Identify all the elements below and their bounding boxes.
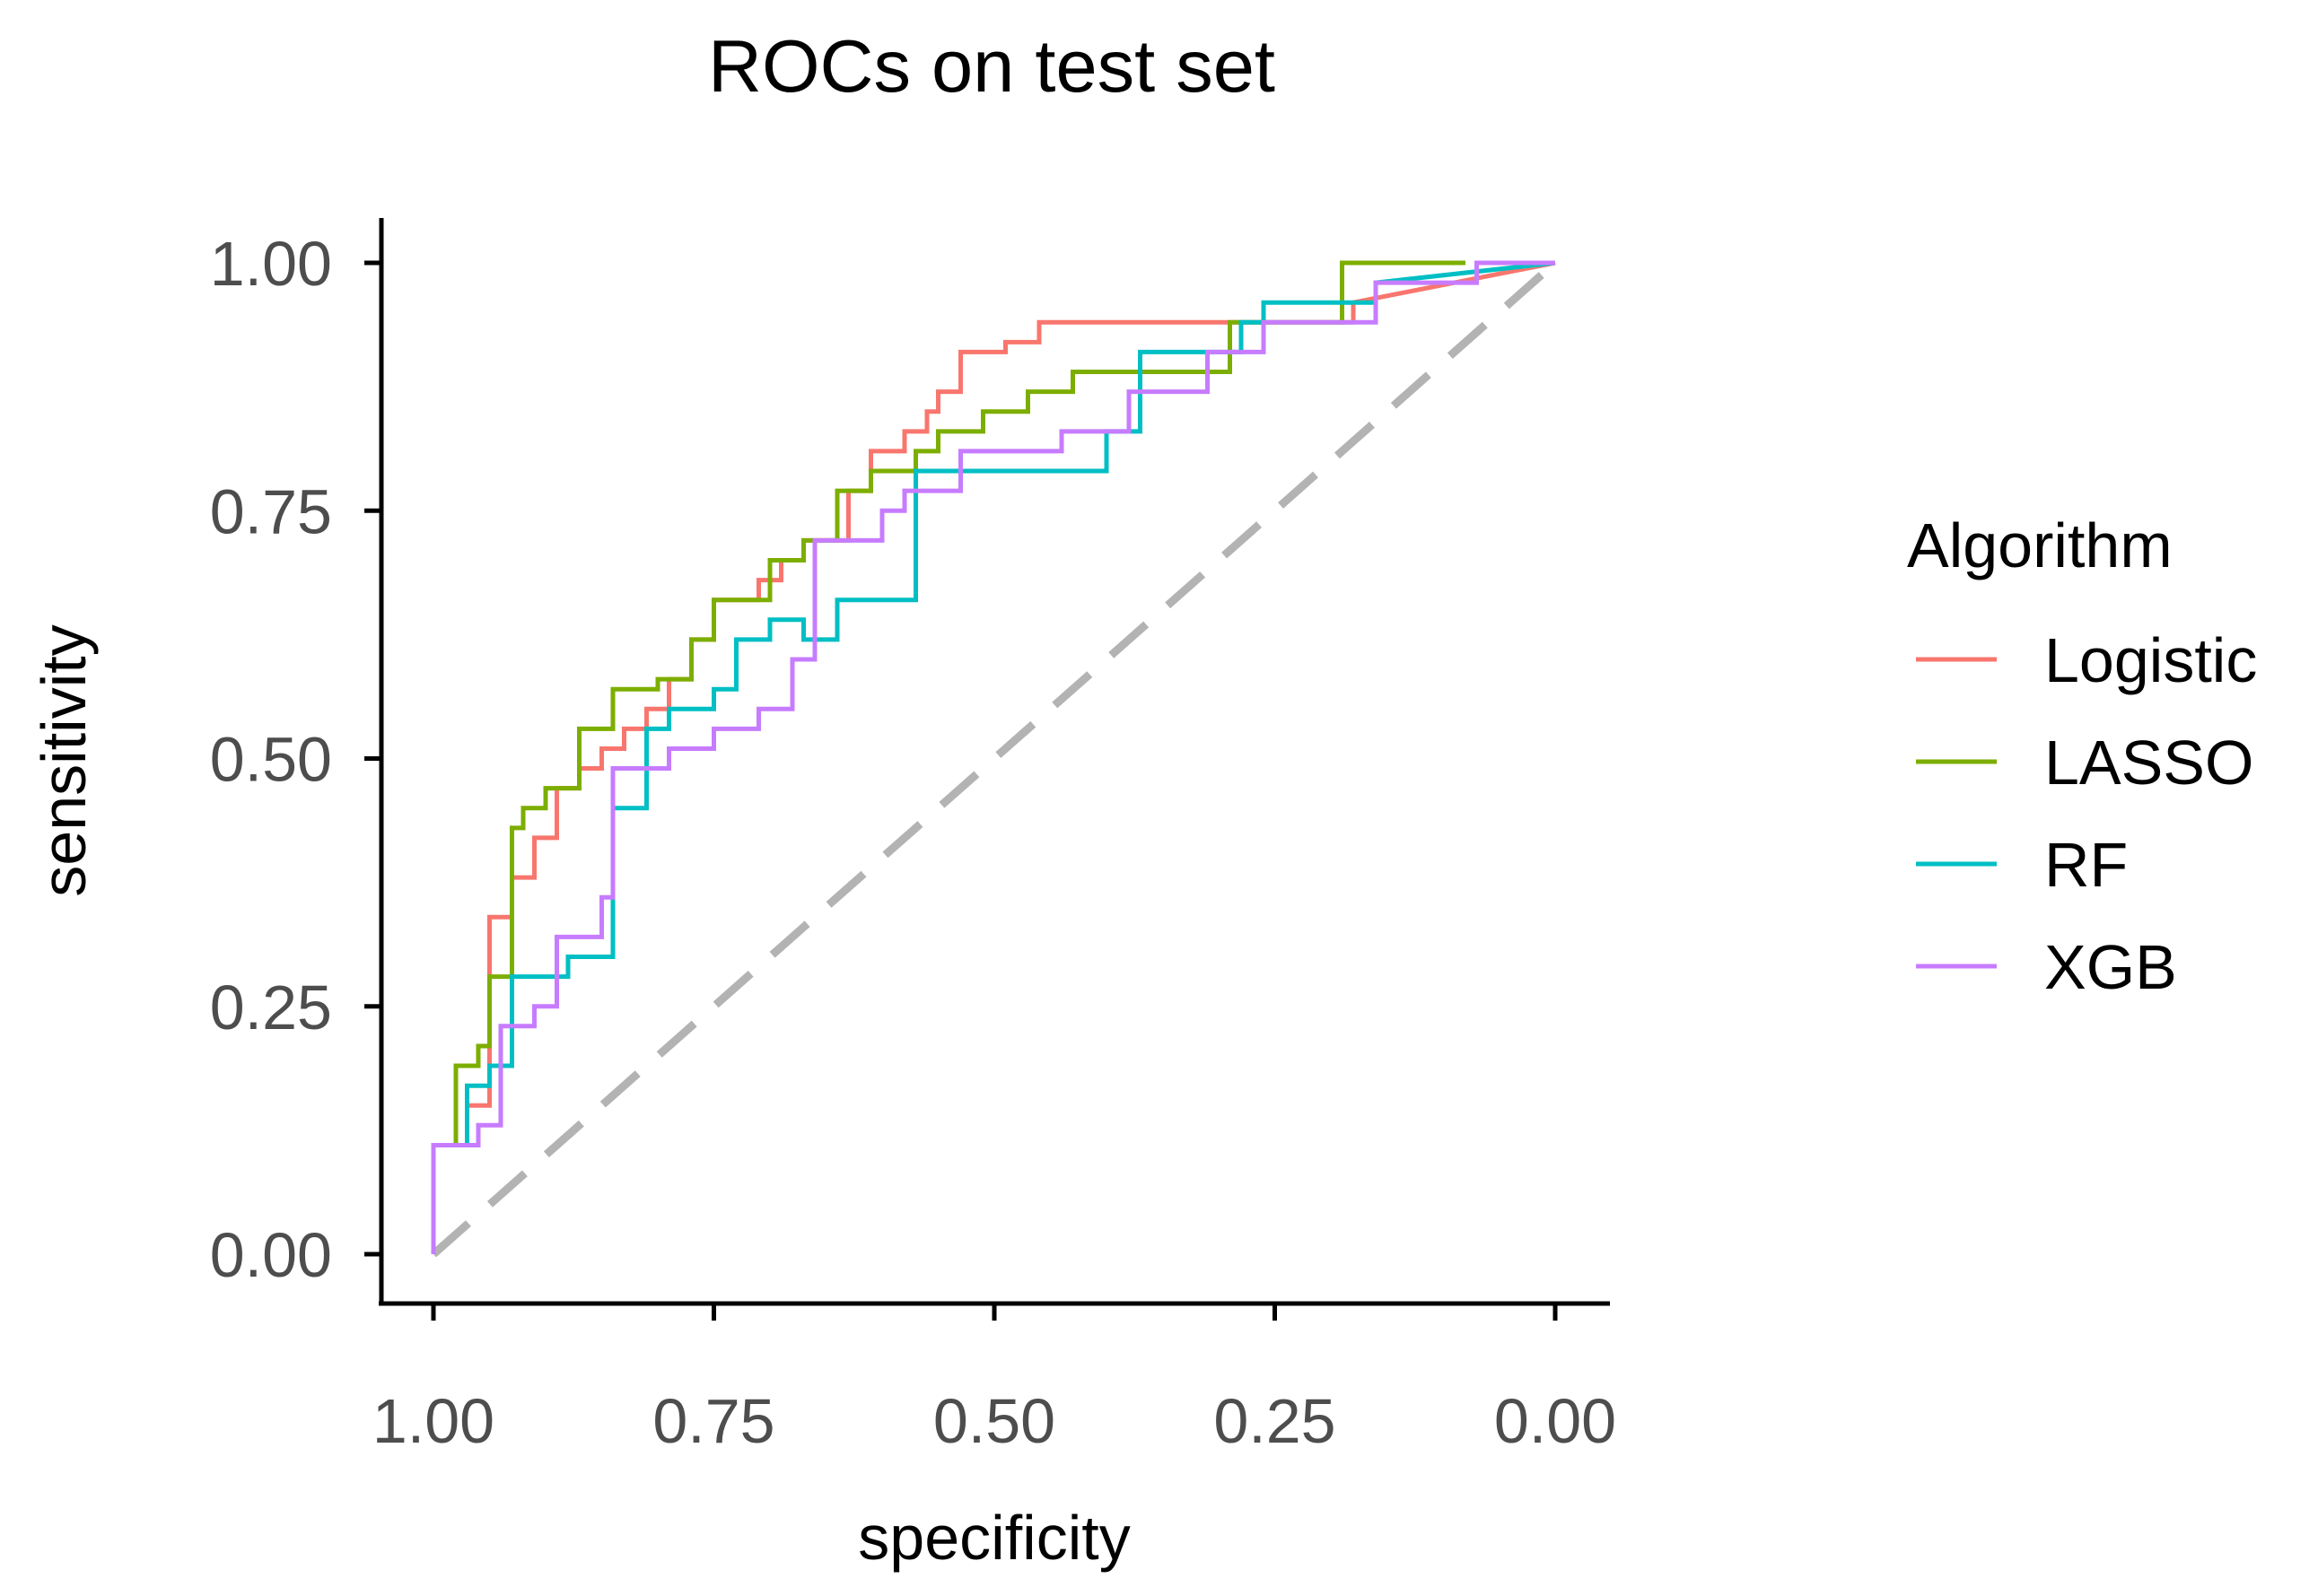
x-axis-title: specificity [858, 1503, 1130, 1573]
x-tick-label: 0.75 [652, 1386, 774, 1456]
legend-label-xgb: XGB [2044, 932, 2177, 1002]
chart-title: ROCs on test set [708, 24, 1275, 108]
legend-label-rf: RF [2044, 830, 2128, 900]
legend-label-lasso: LASSO [2044, 728, 2253, 798]
y-tick-label: 0.25 [210, 972, 332, 1042]
y-tick-label: 0.50 [210, 725, 332, 795]
y-axis-ticks: 0.00 0.25 0.50 0.75 1.00 [210, 229, 381, 1290]
legend: Algorithm Logistic LASSO RF XGB [1907, 510, 2257, 1002]
roc-line-rf [431, 260, 1556, 1254]
x-tick-label: 0.25 [1213, 1386, 1335, 1456]
y-tick-label: 1.00 [210, 229, 332, 299]
plot-area [431, 259, 1558, 1258]
x-tick-label: 0.50 [933, 1386, 1055, 1456]
x-tick-label: 0.00 [1494, 1386, 1616, 1456]
roc-line-lasso [431, 260, 1465, 1254]
y-axis-title: sensitivity [29, 624, 99, 896]
y-tick-label: 0.00 [210, 1220, 332, 1290]
legend-label-logistic: Logistic [2044, 625, 2257, 695]
legend-items: Logistic LASSO RF XGB [1916, 625, 2257, 1002]
legend-title: Algorithm [1907, 510, 2173, 580]
x-tick-label: 1.00 [372, 1386, 494, 1456]
roc-line-xgb [431, 260, 1555, 1254]
reference-diagonal-line [431, 259, 1558, 1258]
x-axis-ticks: 1.00 0.75 0.50 0.25 0.00 [372, 1304, 1616, 1456]
y-tick-label: 0.75 [210, 476, 332, 546]
